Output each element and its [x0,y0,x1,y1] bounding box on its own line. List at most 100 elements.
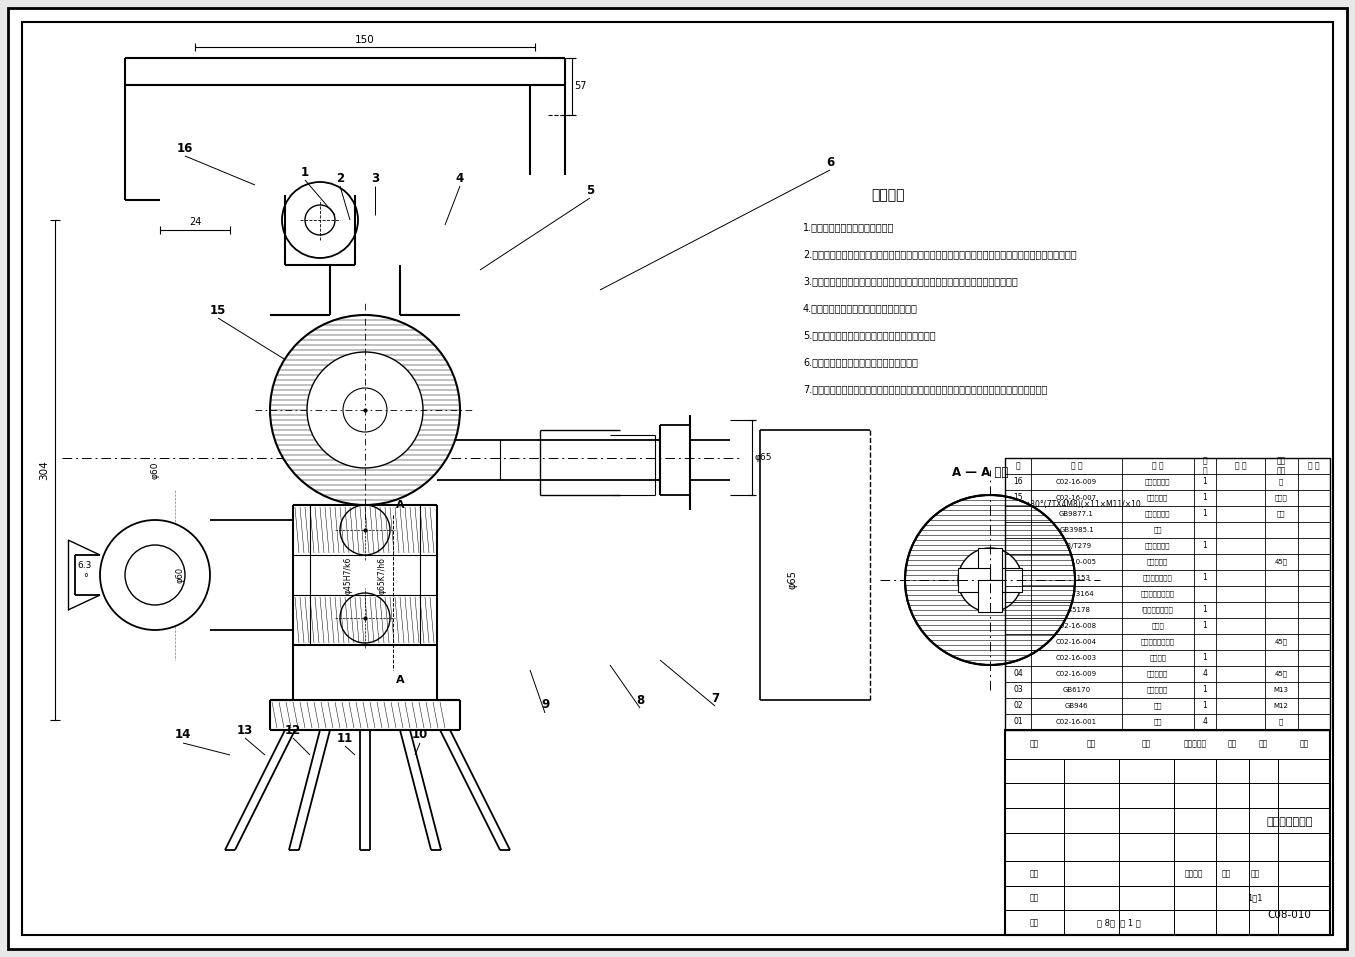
Text: 1: 1 [1202,573,1207,583]
Text: C02-16-009: C02-16-009 [1056,479,1098,485]
Text: 标记: 标记 [1030,740,1039,748]
Text: 45钢: 45钢 [1275,559,1287,566]
Text: 4: 4 [1202,670,1207,679]
Text: C08-010: C08-010 [1267,909,1312,920]
Text: 处数: 处数 [1087,740,1096,748]
Text: 5.轴承外圈装配后与定位轴承端盖面应接触均匀。: 5.轴承外圈装配后与定位轴承端盖面应接触均匀。 [804,330,935,340]
Text: φ65K7/h6: φ65K7/h6 [378,557,386,593]
Text: 9: 9 [541,699,549,711]
Bar [1005,730,1331,935]
Text: GB5178: GB5178 [1062,607,1091,613]
Text: 150: 150 [355,35,375,45]
Text: 05: 05 [1014,654,1023,662]
Text: 16: 16 [1014,478,1023,486]
Text: 圆锥滚球轴承: 圆锥滚球轴承 [1145,543,1171,549]
Text: 6.3: 6.3 [77,561,92,569]
Text: 代 号: 代 号 [1070,461,1083,471]
Text: 5: 5 [585,184,593,196]
Bar [1005,458,1331,730]
Text: 技术要求: 技术要求 [871,188,905,202]
Text: 24: 24 [188,217,201,227]
Text: 1：1: 1：1 [1248,894,1263,902]
Text: 8×30°(7TX4M8)(×11×M11/×10: 8×30°(7TX4M8)(×11×M11/×10 [1020,501,1142,509]
Text: 数
量: 数 量 [1203,456,1207,476]
Polygon shape [958,568,991,592]
Text: 04: 04 [1014,670,1023,679]
Text: 盖管: 盖管 [1153,719,1163,725]
Text: 材 料: 材 料 [1234,461,1247,471]
Circle shape [905,495,1075,665]
Text: 03: 03 [1014,685,1023,695]
Text: 1: 1 [301,166,309,179]
Text: C02-16-003: C02-16-003 [1056,655,1098,661]
Text: 中间滑动轴润滑剂: 中间滑动轴润滑剂 [1141,590,1175,597]
Text: 共 8张  第 1 张: 共 8张 第 1 张 [1098,918,1141,927]
Text: 10: 10 [1014,573,1023,583]
Text: 06: 06 [1014,637,1023,647]
Text: 13: 13 [237,723,253,737]
Text: 6.滚动轴承装好后用手转动应灵活、平稳。: 6.滚动轴承装好后用手转动应灵活、平稳。 [804,357,917,367]
Text: 16: 16 [176,142,194,154]
Text: GB/T279: GB/T279 [1061,543,1092,549]
Text: 1: 1 [1202,509,1207,519]
Text: C02-16-008: C02-16-008 [1056,623,1098,629]
Text: 12: 12 [1014,542,1023,550]
Text: 更改文件号: 更改文件号 [1183,740,1207,748]
Text: 橡胶衬垫: 橡胶衬垫 [1149,655,1167,661]
Text: 2: 2 [336,171,344,185]
Text: 备 注: 备 注 [1308,461,1320,471]
Text: 4: 4 [455,171,465,185]
Text: M13: M13 [1274,687,1289,693]
Text: 45钢: 45钢 [1275,671,1287,678]
Text: 橡胶: 橡胶 [1276,511,1286,518]
Text: 比例: 比例 [1251,869,1260,878]
Text: φ65: φ65 [789,570,798,590]
Text: 备注: 备注 [1299,740,1309,748]
Text: 1: 1 [1202,542,1207,550]
Text: 盖片: 盖片 [1153,702,1163,709]
Text: 3: 3 [371,171,379,185]
Text: 1: 1 [1202,701,1207,710]
Text: 中间滑动轴: 中间滑动轴 [1148,495,1168,501]
Text: 分区: 分区 [1142,740,1150,748]
Text: 8: 8 [635,694,644,706]
Text: 铸: 铸 [1279,478,1283,485]
Text: 7.柱状前严格检查并清除零件加工时残留的锐角、毛刺和异物，保证密封件装入时不被損伤。: 7.柱状前严格检查并清除零件加工时残留的锐角、毛刺和异物，保证密封件装入时不被損… [804,384,1047,394]
Text: 1: 1 [1202,654,1207,662]
Polygon shape [958,548,1022,612]
Text: 日期: 日期 [1259,740,1268,748]
Text: C02-16-009: C02-16-009 [1056,671,1098,677]
Text: A: A [396,500,404,510]
Text: 中间支承油封: 中间支承油封 [1145,511,1171,518]
Text: 批准: 批准 [1030,918,1039,927]
Text: 45钢: 45钢 [1275,638,1287,645]
Text: 单件
重量: 单件 重量 [1276,456,1286,476]
Text: 57: 57 [573,81,587,91]
Text: 1: 1 [1202,606,1207,614]
Text: 08: 08 [1014,606,1023,614]
Text: 开口销: 开口销 [1152,623,1164,630]
Text: 07: 07 [1014,621,1023,631]
Text: GB3985.1: GB3985.1 [1060,527,1093,533]
Text: C02-16-004: C02-16-004 [1056,639,1098,645]
Text: 1.各零封件装配前必须涂润滑油。: 1.各零封件装配前必须涂润滑油。 [804,222,894,232]
Text: GB/T3164: GB/T3164 [1060,591,1093,597]
Text: φ60: φ60 [150,461,160,478]
Text: 10: 10 [412,728,428,742]
Text: 铸: 铸 [1279,719,1283,725]
Text: 02: 02 [1014,701,1023,710]
Text: 中间支承座: 中间支承座 [1148,559,1168,566]
Polygon shape [978,548,1001,580]
Text: A: A [396,675,404,685]
Text: 设计: 设计 [1030,869,1039,878]
Text: 09: 09 [1014,590,1023,598]
Text: 序: 序 [1016,461,1020,471]
Text: 12: 12 [285,723,301,737]
Text: °: ° [83,573,87,583]
Circle shape [100,520,210,630]
Text: C02-10-005: C02-10-005 [1056,559,1098,565]
Text: 01: 01 [1014,718,1023,726]
Text: 中间滑轴端盖义工: 中间滑轴端盖义工 [1141,638,1175,645]
Text: 名 称: 名 称 [1152,461,1164,471]
Text: GB946: GB946 [1065,703,1088,709]
